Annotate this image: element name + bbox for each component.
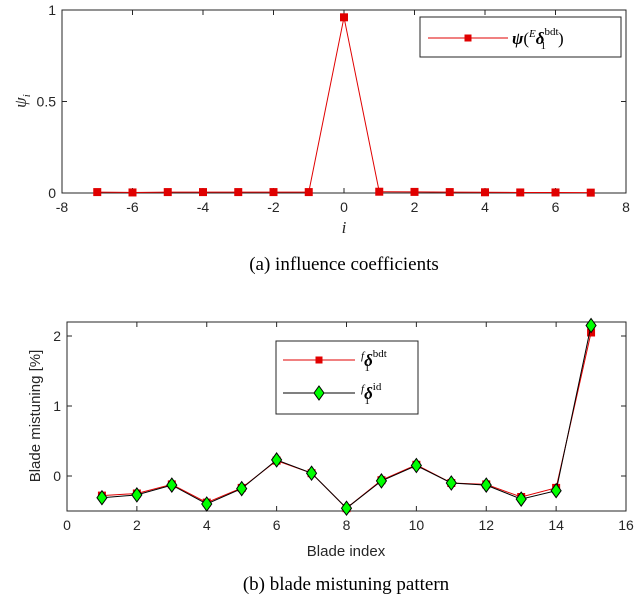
b-x-tick-label: 8 <box>343 517 351 533</box>
a-x-tick-label: -4 <box>197 199 210 215</box>
b-data-point <box>550 482 562 499</box>
b-x-tick-label: 6 <box>273 517 281 533</box>
legend-b-marker-0 <box>315 356 323 364</box>
a-y-tick-label: 0.5 <box>37 94 57 110</box>
b-x-tick-label: 12 <box>478 517 494 533</box>
b-x-tick-label: 16 <box>618 517 634 533</box>
a-x-tick-label: 8 <box>622 199 630 215</box>
a-data-point <box>163 188 172 197</box>
legend-b: fδbdt 1 fδid 1 <box>275 340 419 415</box>
b-data-point <box>271 452 283 468</box>
a-x-tick-label: -2 <box>267 199 280 215</box>
legend-b-marker-1 <box>313 385 325 401</box>
a-data-point <box>199 188 207 197</box>
legend-b-label-1: fδid 1 <box>361 381 382 407</box>
b-x-tick-label: 10 <box>409 517 425 533</box>
b-data-point <box>585 317 597 334</box>
legend-a-marker <box>464 34 472 42</box>
a-data-point <box>481 188 489 197</box>
b-data-point <box>340 500 353 517</box>
legend-b-label-0: fδbdt 1 <box>361 348 387 374</box>
b-data-point <box>201 496 213 512</box>
b-data-point <box>375 473 388 489</box>
b-data-point <box>166 477 178 493</box>
b-y-tick-label: 2 <box>53 328 61 344</box>
legend-a: ψ(Eδbdt 1) <box>419 16 622 58</box>
a-data-point <box>93 188 102 197</box>
a-data-point <box>410 187 419 196</box>
b-data-point <box>480 477 492 493</box>
b-data-point <box>236 480 248 497</box>
b-data-point <box>131 487 143 503</box>
a-data-point <box>234 188 243 197</box>
caption-a: (a) influence coefficients <box>249 254 439 275</box>
x-axis-label-b: Blade index <box>307 543 386 560</box>
a-x-tick-label: 2 <box>411 199 419 215</box>
a-data-point <box>340 13 348 22</box>
a-x-tick-label: -6 <box>126 199 139 215</box>
b-data-point <box>410 457 422 474</box>
a-data-point <box>128 188 137 197</box>
a-data-point <box>269 188 278 197</box>
a-data-point <box>516 188 525 197</box>
b-x-tick-label: 4 <box>203 517 211 533</box>
x-axis-label-a: i <box>342 218 347 237</box>
y-axis-label-b: Blade mistuning [%] <box>27 350 44 483</box>
chart-influence-coefficients: -8 -6 -4 -2 0 2 4 6 8 0 0.5 1 i ψi ψ(Eδbdt 1) (a) in… <box>11 2 630 275</box>
a-data-point <box>304 188 313 197</box>
b-y-tick-label: 1 <box>53 398 61 414</box>
a-x-tick-label: 6 <box>552 199 560 215</box>
b-data-point <box>515 491 527 507</box>
a-y-tick-label: 1 <box>48 2 56 18</box>
legend-a-box <box>419 16 622 58</box>
a-x-tick-label: -8 <box>56 199 69 215</box>
a-x-tick-label: 4 <box>481 199 489 215</box>
y-axis-label-a: ψi <box>11 94 33 108</box>
a-x-tick-label: 0 <box>340 199 348 215</box>
legend-a-label: ψ(Eδbdt 1) <box>512 26 564 52</box>
b-x-tick-label: 14 <box>548 517 564 533</box>
a-data-point <box>375 187 384 196</box>
b-data-point <box>305 465 318 482</box>
b-y-tick-label: 0 <box>53 468 61 484</box>
b-data-point <box>96 489 108 506</box>
a-y-tick-label: 0 <box>48 185 56 201</box>
b-data-point <box>445 475 457 491</box>
a-data-point <box>586 188 595 197</box>
a-data-point <box>551 188 560 197</box>
caption-b: (b) blade mistuning pattern <box>243 574 450 595</box>
b-x-tick-label: 2 <box>133 517 141 533</box>
legend-b-box <box>275 340 419 415</box>
a-data-point <box>445 188 454 197</box>
b-x-tick-label: 0 <box>63 517 71 533</box>
